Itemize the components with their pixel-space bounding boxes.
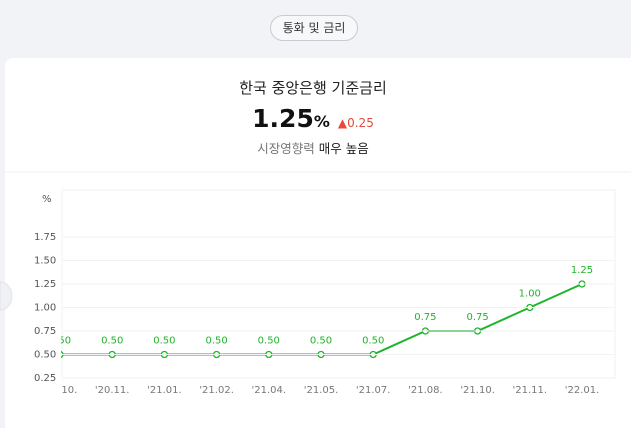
headline: 1.25% ▲0.25	[5, 104, 621, 133]
data-label: 0.50	[310, 336, 332, 347]
data-label: 0.75	[414, 312, 436, 323]
x-tick-label: '20.11.	[95, 385, 130, 396]
data-label: 0.50	[205, 336, 227, 347]
data-label: 0.50	[49, 336, 71, 347]
y-tick-label: 1.25	[34, 279, 56, 290]
influence: 시장영향력 매우 높음	[5, 138, 621, 157]
rate-value: 1.25	[252, 104, 314, 133]
y-tick-label: 0.25	[34, 373, 56, 384]
card: 한국 중앙은행 기준금리 1.25% ▲0.25 시장영향력 매우 높음	[5, 58, 631, 428]
data-label: 0.75	[466, 312, 488, 323]
x-tick-label: '22.01.	[565, 385, 600, 396]
data-label: 0.50	[362, 336, 384, 347]
y-unit: %	[42, 194, 52, 205]
chart: % 0.50 '20.10. 0.50 '20.11. 0.50 '21.01. 0.50 '…	[0, 171, 631, 396]
card-title: 한국 중앙은행 기준금리	[239, 79, 387, 97]
rate-unit: %	[313, 112, 330, 131]
x-tick-label: '21.10.	[460, 385, 495, 396]
influence-label: 시장영향력	[257, 141, 315, 156]
data-label: 0.50	[258, 336, 280, 347]
y-tick-label: 0.75	[34, 326, 56, 337]
y-tick-label: 1.50	[34, 256, 56, 267]
y-tick-label: 1.00	[34, 303, 56, 314]
data-label: 0.50	[101, 336, 123, 347]
x-tick-label: '20.10.	[43, 385, 78, 396]
x-tick-label: '21.08.	[408, 385, 443, 396]
scroll-button[interactable]	[0, 281, 13, 311]
x-tick-label: '21.05.	[304, 385, 339, 396]
x-tick-label: '21.11.	[513, 385, 548, 396]
x-tick-label: '21.04.	[252, 385, 287, 396]
rate-change: ▲0.25	[337, 116, 374, 130]
x-tick-label: '21.01.	[147, 385, 182, 396]
data-label: 1.00	[519, 289, 541, 300]
data-label: 0.50	[153, 336, 175, 347]
x-tick-label: '21.07.	[356, 385, 391, 396]
category-tab[interactable]: 통화 및 금리	[270, 15, 358, 41]
influence-value: 매우 높음	[318, 141, 369, 156]
page: 통화 및 금리 한국 중앙은행 기준금리 1.25% ▲0.25 시장영향력 매우…	[0, 15, 631, 428]
x-tick-label: '21.02.	[199, 385, 234, 396]
y-tick-label: 1.75	[34, 232, 56, 243]
y-tick-label: 0.50	[34, 350, 56, 361]
data-label: 1.25	[571, 265, 593, 276]
change-value: 0.25	[347, 116, 374, 130]
